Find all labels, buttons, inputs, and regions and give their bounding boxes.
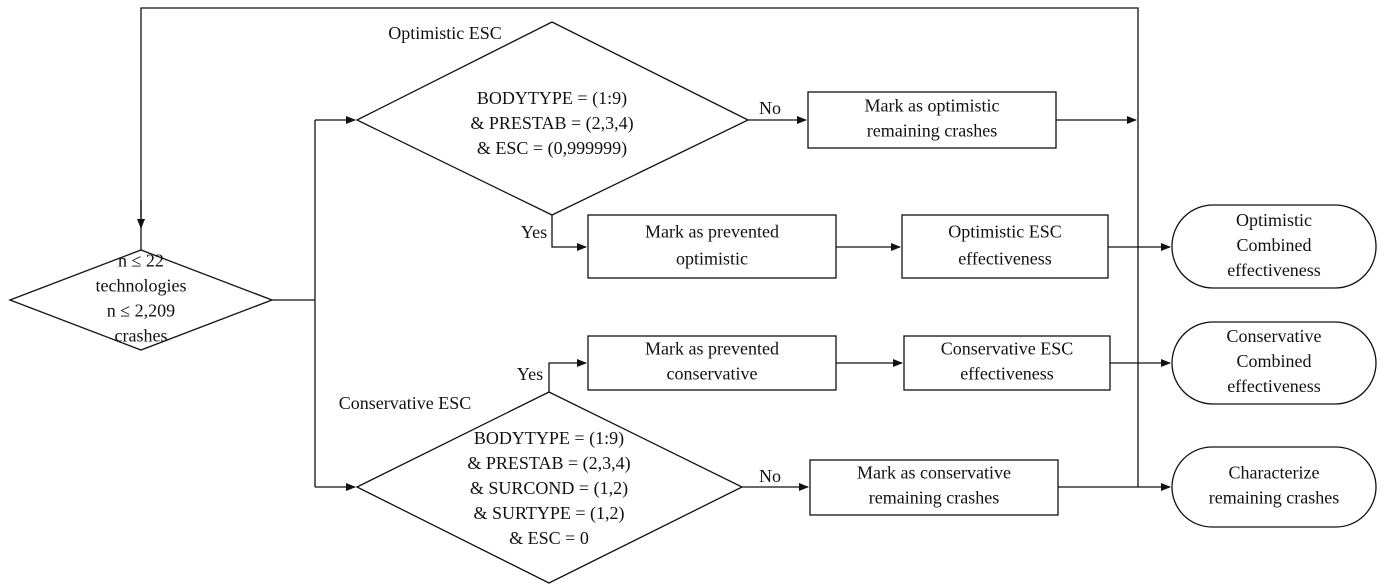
node-label: Mark as conservative (857, 463, 1011, 483)
node-label: optimistic (676, 249, 748, 269)
process-box (587, 335, 837, 391)
node-label: Mark as optimistic (865, 96, 1000, 116)
node-label: conservative (667, 364, 758, 384)
terminal (1171, 321, 1377, 405)
edge-label: No (759, 466, 781, 486)
node-label: Optimistic (1236, 210, 1312, 230)
process-box (903, 335, 1111, 391)
node-label: & SURTYPE = (1,2) (473, 503, 624, 524)
decision-title: Optimistic ESC (388, 23, 502, 43)
node-label: n ≤ 2,209 (107, 301, 175, 321)
node-label: effectiveness (958, 249, 1052, 269)
edge-label: Yes (517, 364, 543, 384)
start-diamond (8, 249, 274, 351)
node-label: Mark as prevented (645, 339, 779, 359)
node-label: n ≤ 22 (118, 251, 164, 271)
edge-label: Yes (521, 222, 547, 242)
node-label: remaining crashes (1209, 488, 1339, 508)
node-label: Combined (1237, 235, 1312, 255)
node-label: Combined (1237, 351, 1312, 371)
process-box (807, 91, 1057, 149)
node-label: & SURCOND = (1,2) (470, 478, 628, 499)
node-label: Conservative ESC (941, 339, 1074, 359)
node-label: remaining crashes (867, 121, 997, 141)
node-label: BODYTYPE = (1:9) (477, 88, 627, 109)
edge-label: No (759, 98, 781, 118)
process-box (901, 214, 1109, 279)
decision-diamond (355, 21, 750, 216)
node-label: effectiveness (1227, 376, 1321, 396)
node-label: & ESC = (0,999999) (477, 138, 627, 159)
arrow (551, 215, 587, 251)
decision-diamond (355, 391, 744, 584)
node-label: & ESC = 0 (509, 528, 589, 548)
process-box (809, 459, 1059, 516)
arrow (548, 359, 587, 392)
node-label: BODYTYPE = (1:9) (474, 428, 624, 449)
node-label: Mark as prevented (645, 222, 779, 242)
node-label: & PRESTAB = (2,3,4) (470, 113, 633, 134)
node-label: effectiveness (960, 364, 1054, 384)
terminal (1171, 446, 1377, 528)
process-box (587, 214, 837, 279)
terminal (1171, 204, 1377, 289)
node-label: Optimistic ESC (948, 222, 1062, 242)
node-label: technologies (96, 276, 187, 296)
decision-title: Conservative ESC (339, 393, 472, 413)
node-label: Conservative (1227, 326, 1322, 346)
labels: Optimistic ESC Conservative ESC No Yes Y… (96, 23, 1340, 548)
node-label: Characterize (1229, 463, 1320, 483)
node-label: effectiveness (1227, 260, 1321, 280)
node-label: crashes (115, 326, 168, 346)
shapes (8, 21, 1377, 584)
connectors (137, 7, 1171, 491)
node-label: remaining crashes (869, 488, 999, 508)
node-label: & PRESTAB = (2,3,4) (467, 453, 630, 474)
